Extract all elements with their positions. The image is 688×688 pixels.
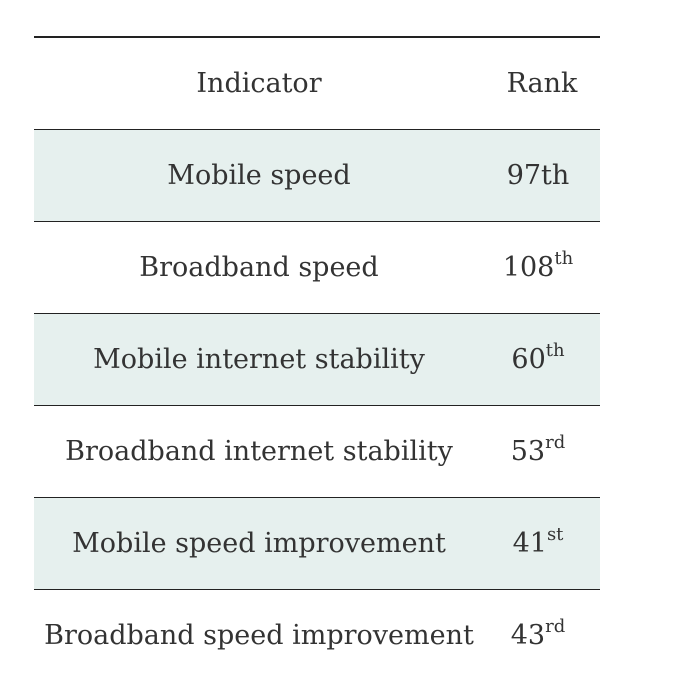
rank-cell: 43rd xyxy=(484,590,600,682)
indicator-cell: Mobile speed xyxy=(34,129,484,222)
table-row: Broadband internet stability 53rd xyxy=(34,405,600,498)
ranking-table: Indicator Rank Mobile speed 97th Broadba… xyxy=(34,36,600,681)
rank-cell: 97th xyxy=(484,129,600,222)
rank-suffix: rd xyxy=(545,616,566,637)
rank-suffix: th xyxy=(554,248,574,269)
table-row: Mobile speed 97th xyxy=(34,129,600,222)
rank-column-header: Rank xyxy=(484,36,600,130)
rank-cell: 60th xyxy=(484,313,600,406)
rank-cell: 41st xyxy=(484,497,600,590)
rank-cell: 53rd xyxy=(484,405,600,498)
rank-number: 60 xyxy=(511,344,546,375)
rank-suffix: st xyxy=(546,524,564,545)
indicator-cell: Broadband speed xyxy=(34,221,484,314)
rank-suffix: th xyxy=(545,340,565,361)
indicator-column-header: Indicator xyxy=(34,36,484,130)
header-row: Indicator Rank xyxy=(34,36,600,130)
table-body: Mobile speed 97th Broadband speed 108th … xyxy=(34,129,600,682)
indicator-cell: Mobile internet stability xyxy=(34,313,484,406)
rank-number: 43 xyxy=(510,620,546,651)
table-row: Mobile speed improvement 41st xyxy=(34,497,600,590)
rank-number: 41 xyxy=(512,528,547,559)
rank-suffix: th xyxy=(541,160,570,191)
indicator-cell: Broadband speed improvement xyxy=(44,620,474,651)
rank-suffix: rd xyxy=(545,432,566,453)
table-row: Mobile internet stability 60th xyxy=(34,313,600,406)
rank-number: 97 xyxy=(506,160,542,191)
indicator-cell: Broadband internet stability xyxy=(34,405,484,498)
table-row: Broadband speed 108th xyxy=(34,221,600,314)
rank-number: 108 xyxy=(502,252,555,283)
rank-number: 53 xyxy=(510,436,546,467)
indicator-cell: Mobile speed improvement xyxy=(34,497,484,590)
table-header: Indicator Rank xyxy=(34,36,600,130)
rank-cell: 108th xyxy=(484,221,600,314)
table-row: Broadband speed improvement 43rd xyxy=(34,590,600,682)
